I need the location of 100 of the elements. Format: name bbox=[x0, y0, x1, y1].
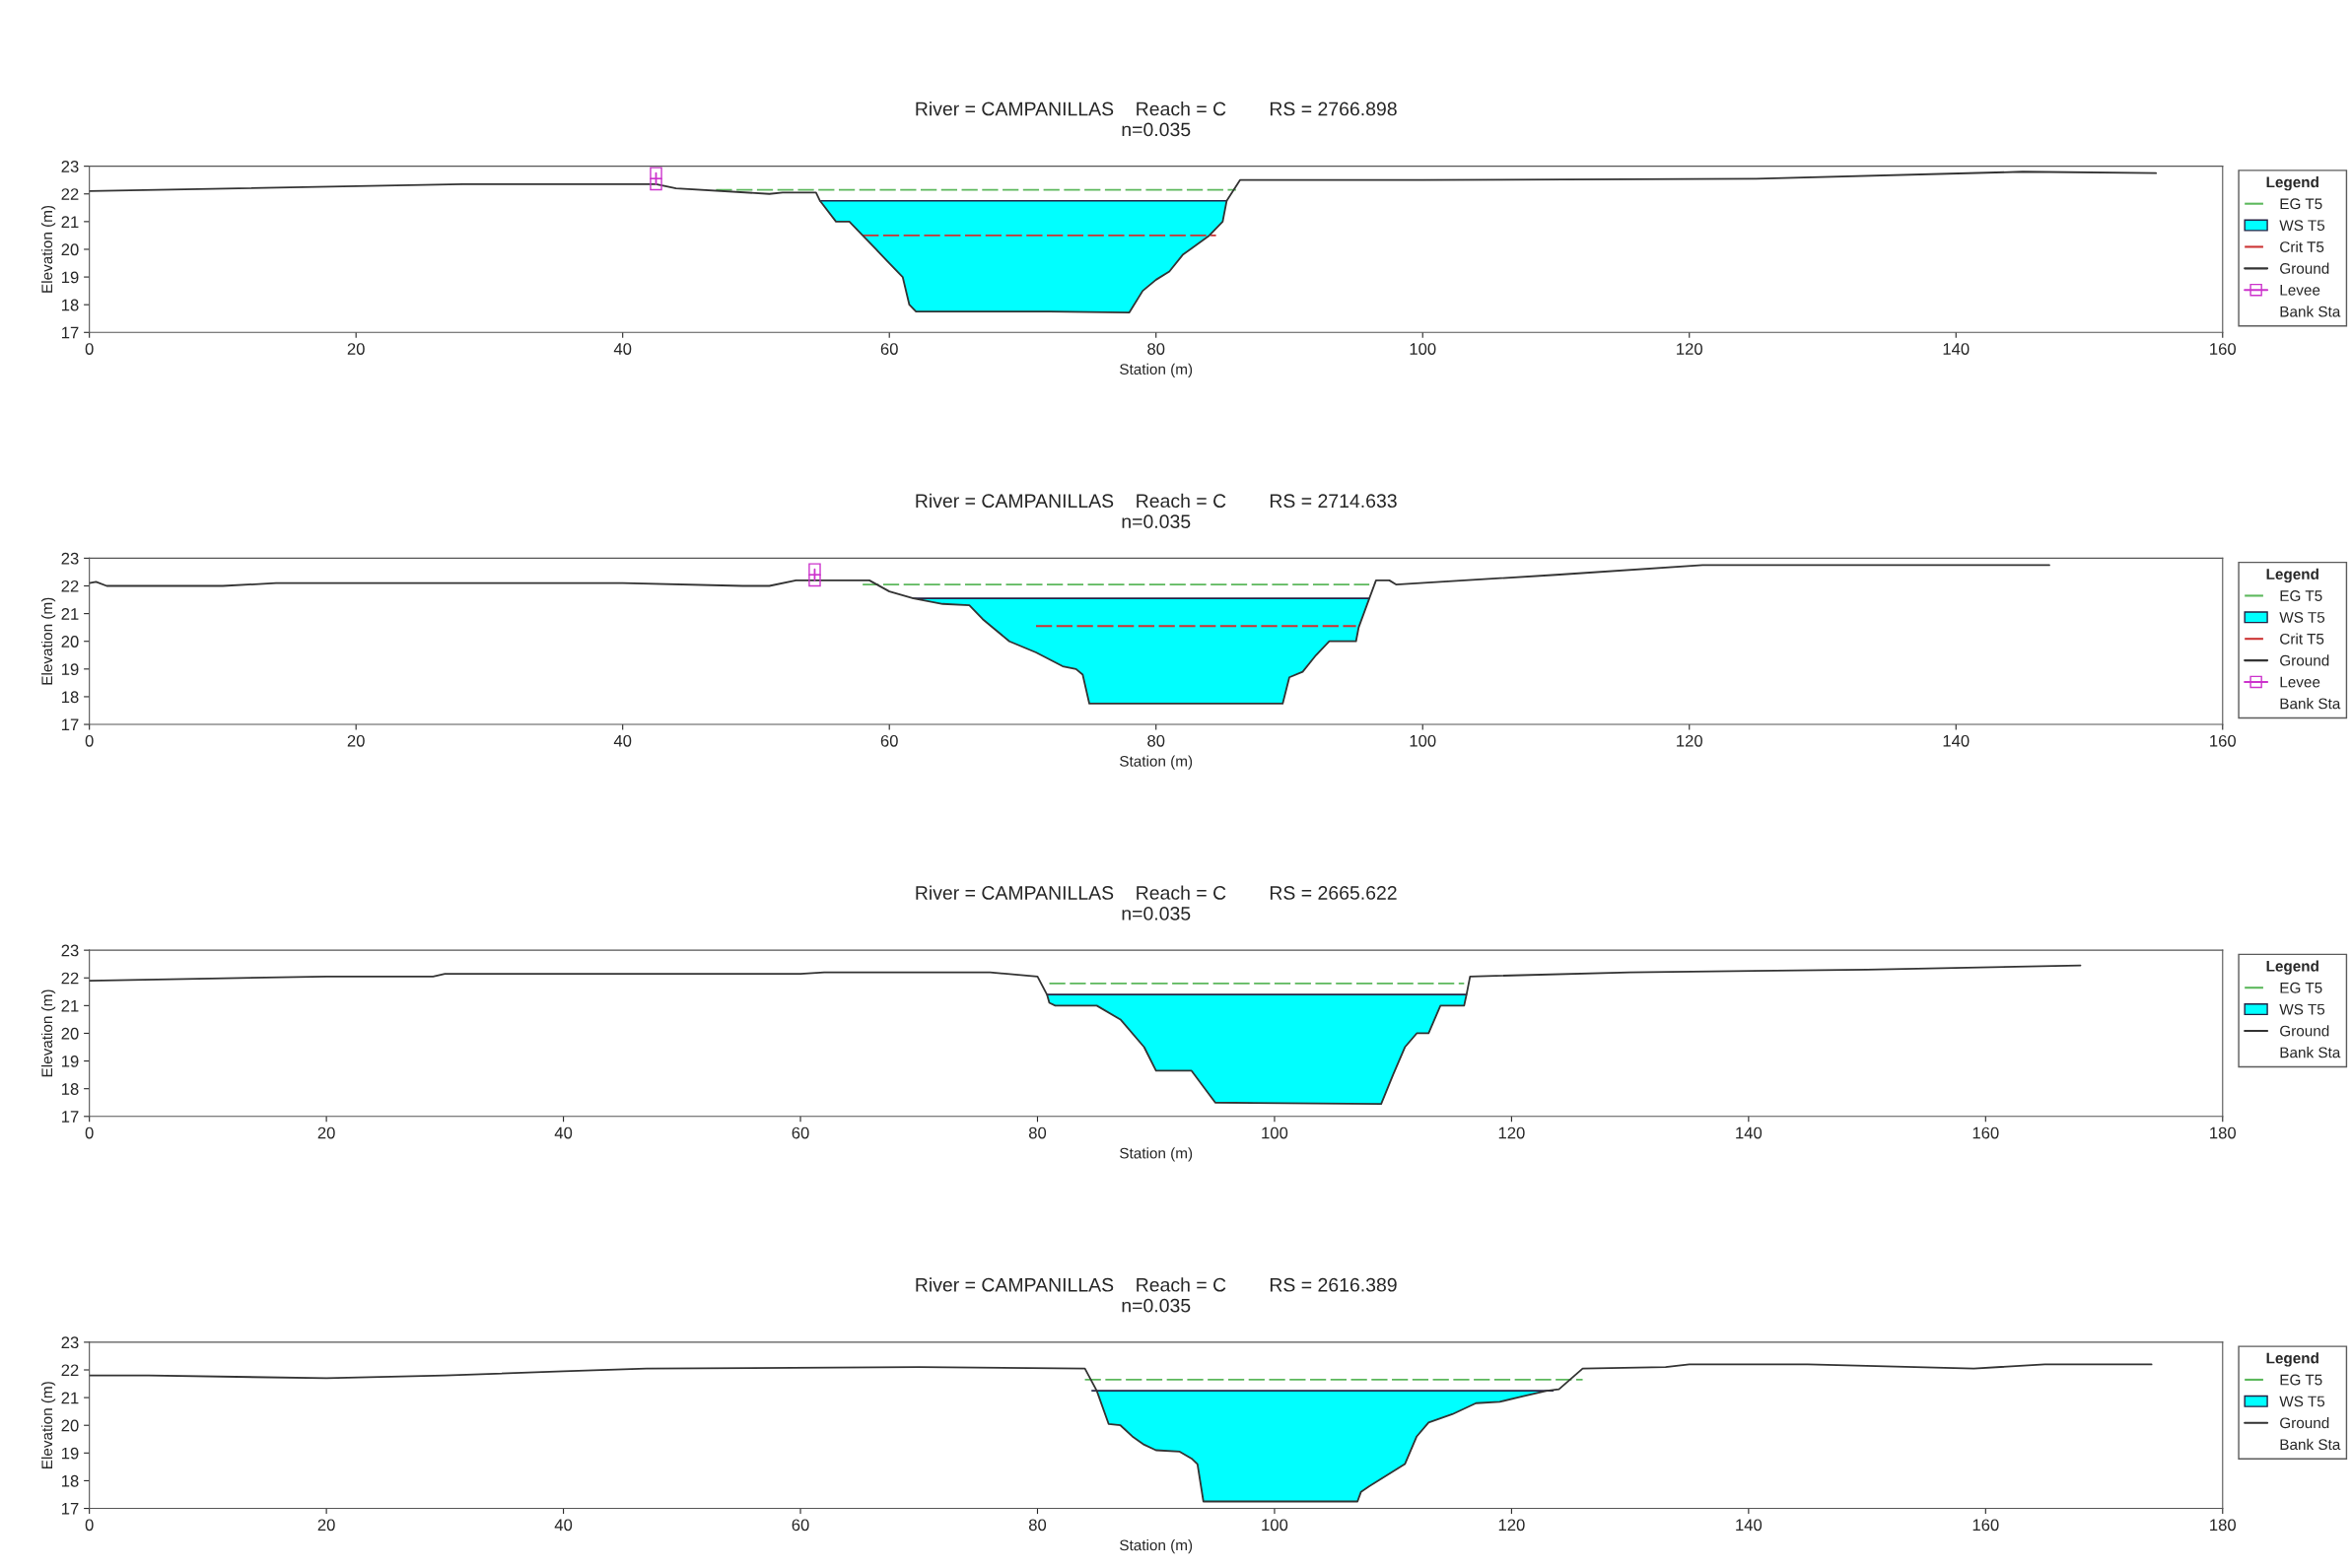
x-tick-label: 20 bbox=[317, 1126, 335, 1139]
legend-title: Legend bbox=[2266, 568, 2318, 583]
x-tick-label: 60 bbox=[880, 734, 898, 747]
y-tick-label: 18 bbox=[61, 1474, 79, 1487]
y-axis-title: Elevation (m) bbox=[40, 205, 56, 293]
x-tick-label: 100 bbox=[1410, 343, 1436, 355]
y-tick-label: 17 bbox=[61, 718, 79, 731]
y-tick-label: 22 bbox=[61, 579, 79, 592]
line-series bbox=[89, 564, 2050, 705]
legend-label: EG T5 bbox=[2280, 198, 2322, 210]
x-tick-label: 40 bbox=[554, 1126, 573, 1139]
y-tick-label: 23 bbox=[61, 552, 79, 565]
y-tick-label: 23 bbox=[61, 944, 79, 957]
y-axis-title: Elevation (m) bbox=[40, 989, 56, 1077]
x-tick-label: 60 bbox=[792, 1126, 809, 1139]
x-tick-label: 80 bbox=[1147, 734, 1165, 747]
y-tick-label: 19 bbox=[61, 1055, 79, 1067]
legend-label: Ground bbox=[2280, 1416, 2329, 1429]
y-tick-label: 21 bbox=[61, 608, 79, 620]
y-tick-label: 21 bbox=[61, 999, 79, 1012]
legend-label: WS T5 bbox=[2279, 612, 2325, 623]
x-axis-title: Station (m) bbox=[1120, 755, 1193, 770]
x-tick-label: 140 bbox=[1943, 343, 1970, 355]
x-tick-label: 40 bbox=[613, 343, 632, 355]
x-tick-label: 160 bbox=[2210, 343, 2237, 355]
x-tick-label: 140 bbox=[1943, 734, 1970, 747]
x-tick-label: 100 bbox=[1410, 734, 1436, 747]
chart-title: River = CAMPANILLAS Reach = C RS = 2766.898 bbox=[916, 102, 1397, 116]
line-series bbox=[89, 1363, 2153, 1503]
x-axis-title: Station (m) bbox=[1120, 1147, 1193, 1162]
line-series bbox=[89, 964, 2082, 1106]
x-tick-label: 140 bbox=[1736, 1519, 1763, 1532]
x-axis-title: Station (m) bbox=[1120, 1539, 1193, 1554]
y-tick-label: 20 bbox=[61, 1419, 79, 1432]
y-tick-label: 20 bbox=[61, 1027, 79, 1040]
chart-title: River = CAMPANILLAS Reach = C RS = 2665.622 bbox=[916, 885, 1397, 900]
y-tick-label: 23 bbox=[61, 161, 79, 172]
x-tick-label: 40 bbox=[613, 734, 632, 747]
y-tick-label: 19 bbox=[61, 271, 79, 284]
y-tick-label: 20 bbox=[61, 243, 79, 256]
x-tick-label: 160 bbox=[1972, 1519, 1999, 1532]
legend-label: EG T5 bbox=[2280, 982, 2322, 993]
x-tick-label: 20 bbox=[317, 1519, 335, 1532]
chart-title: River = CAMPANILLAS Reach = C RS = 2616.389 bbox=[916, 1277, 1397, 1292]
x-tick-label: 160 bbox=[2210, 734, 2237, 747]
chart-title: River = CAMPANILLAS Reach = C RS = 2714.633 bbox=[916, 493, 1397, 509]
y-tick-label: 17 bbox=[61, 1503, 79, 1515]
y-tick-label: 17 bbox=[61, 1111, 79, 1123]
legend-label: Levee bbox=[2280, 285, 2320, 296]
y-tick-label: 21 bbox=[61, 216, 79, 228]
y-tick-label: 19 bbox=[61, 1447, 79, 1460]
legend-label: WS T5 bbox=[2279, 220, 2325, 232]
legend-label: WS T5 bbox=[2279, 1396, 2325, 1407]
legend-label: Crit T5 bbox=[2280, 240, 2324, 252]
x-tick-label: 120 bbox=[1677, 343, 1702, 355]
x-tick-label: 160 bbox=[1972, 1126, 1999, 1139]
y-tick-label: 20 bbox=[61, 636, 79, 648]
legend-label: Ground bbox=[2280, 1025, 2329, 1037]
y-tick-label: 17 bbox=[61, 326, 79, 339]
legend-label: Levee bbox=[2280, 676, 2320, 688]
y-tick-label: 22 bbox=[61, 1364, 79, 1377]
legend-title: Legend bbox=[2266, 1352, 2318, 1367]
y-tick-label: 18 bbox=[61, 691, 79, 704]
x-tick-label: 180 bbox=[2210, 1519, 2237, 1532]
chart-subtitle: n=0.035 bbox=[1122, 514, 1191, 529]
x-tick-label: 0 bbox=[85, 343, 94, 355]
x-tick-label: 20 bbox=[347, 343, 365, 355]
y-axis-title: Elevation (m) bbox=[40, 597, 56, 685]
x-tick-label: 20 bbox=[347, 734, 365, 747]
x-tick-label: 100 bbox=[1262, 1519, 1288, 1532]
y-tick-label: 21 bbox=[61, 1392, 79, 1404]
chart-subtitle: n=0.035 bbox=[1122, 1298, 1191, 1313]
text: Bank Sta bbox=[2280, 1438, 2341, 1451]
legend-label: WS T5 bbox=[2279, 1003, 2325, 1015]
text: Bank Sta bbox=[2280, 306, 2341, 317]
x-tick-label: 40 bbox=[554, 1519, 573, 1532]
line-series bbox=[89, 170, 2158, 313]
legend-label: Ground bbox=[2280, 262, 2329, 274]
legend-label: EG T5 bbox=[2280, 590, 2322, 601]
x-tick-label: 120 bbox=[1677, 734, 1702, 747]
y-tick-label: 19 bbox=[61, 663, 79, 676]
x-tick-label: 60 bbox=[880, 343, 898, 355]
x-tick-label: 120 bbox=[1498, 1126, 1525, 1139]
text: Bank Sta bbox=[2280, 1047, 2341, 1058]
y-tick-label: 18 bbox=[61, 1083, 79, 1095]
text: Bank Sta bbox=[2280, 698, 2341, 710]
y-tick-label: 23 bbox=[61, 1336, 79, 1349]
x-tick-label: 80 bbox=[1147, 343, 1165, 355]
legend-label: Ground bbox=[2280, 654, 2329, 666]
legend-label: EG T5 bbox=[2280, 1374, 2322, 1386]
x-tick-label: 0 bbox=[85, 734, 94, 747]
x-tick-label: 140 bbox=[1736, 1126, 1763, 1139]
x-tick-label: 80 bbox=[1028, 1126, 1047, 1139]
x-tick-label: 120 bbox=[1498, 1519, 1525, 1532]
y-tick-label: 22 bbox=[61, 188, 79, 200]
chart-subtitle: n=0.035 bbox=[1122, 907, 1191, 920]
x-tick-label: 100 bbox=[1262, 1126, 1288, 1139]
chart-subtitle: n=0.035 bbox=[1122, 122, 1191, 137]
legend-label: Crit T5 bbox=[2280, 633, 2324, 645]
y-axis-title: Elevation (m) bbox=[40, 1382, 56, 1468]
